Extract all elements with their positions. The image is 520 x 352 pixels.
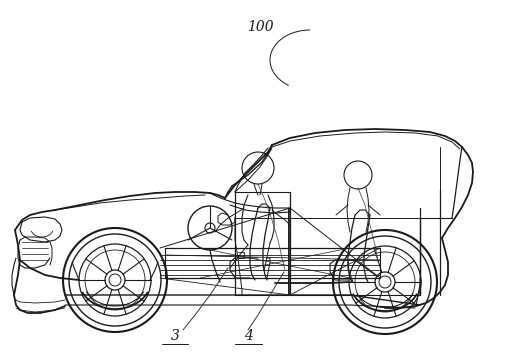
Text: 3: 3: [171, 329, 179, 343]
Text: 100: 100: [246, 20, 274, 34]
Text: 4: 4: [243, 329, 252, 343]
Circle shape: [379, 276, 391, 288]
Circle shape: [109, 274, 121, 286]
